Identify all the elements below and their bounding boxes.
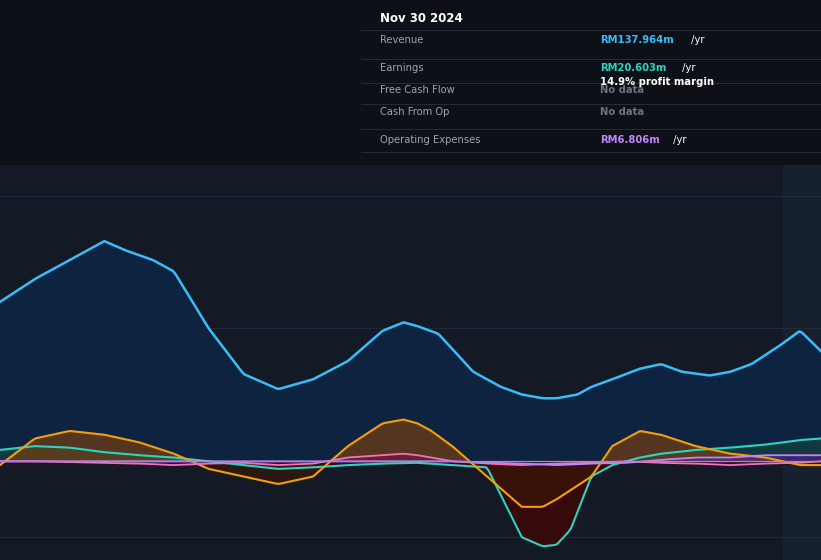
Text: RM6.806m: RM6.806m <box>600 134 660 144</box>
Text: Cash From Op: Cash From Op <box>379 106 449 116</box>
Text: Free Cash Flow: Free Cash Flow <box>379 85 454 95</box>
Text: /yr: /yr <box>688 35 704 45</box>
Text: RM20.603m: RM20.603m <box>600 63 667 73</box>
Text: RM137.964m: RM137.964m <box>600 35 674 45</box>
Text: No data: No data <box>600 106 644 116</box>
Text: 14.9% profit margin: 14.9% profit margin <box>600 77 714 87</box>
Text: /yr: /yr <box>679 63 695 73</box>
Text: Nov 30 2024: Nov 30 2024 <box>379 12 462 25</box>
Text: No data: No data <box>600 85 644 95</box>
Bar <box>782 165 821 560</box>
Text: /yr: /yr <box>670 134 686 144</box>
Text: Revenue: Revenue <box>379 35 423 45</box>
Text: Earnings: Earnings <box>379 63 424 73</box>
Text: Operating Expenses: Operating Expenses <box>379 134 480 144</box>
